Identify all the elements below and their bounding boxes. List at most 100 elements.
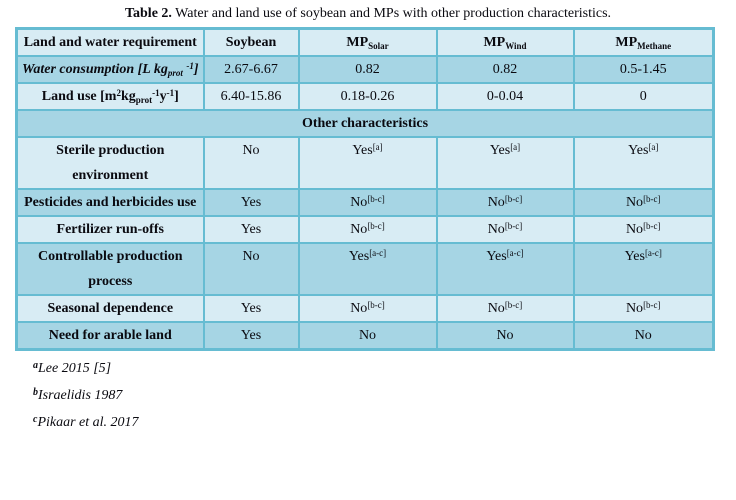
- row-label-cell: Water consumption [L kgprot -1]: [15, 55, 205, 84]
- sup-text: [a]: [510, 141, 521, 152]
- value-cell: 0-0.04: [435, 82, 575, 111]
- cell-text: Fertilizer run-offs: [56, 222, 164, 237]
- sup-text: [a]: [372, 141, 383, 152]
- value-cell: Yes: [202, 188, 300, 217]
- footnotes: aLee 2015 [5] bIsraelidis 1987 cPikaar et …: [33, 360, 736, 432]
- cell-text: MP: [483, 35, 506, 50]
- cell-text: No: [350, 301, 368, 316]
- cell-text: No: [487, 301, 505, 316]
- cell-text: Seasonal dependence: [47, 301, 174, 316]
- sup-text: [b-c]: [643, 220, 661, 231]
- value-cell: 0.82: [435, 55, 575, 84]
- value-cell: No[b-c]: [435, 215, 575, 244]
- sup-text: -1: [186, 60, 194, 71]
- value-cell: No[b-c]: [297, 188, 438, 217]
- cell-text: 0.82: [492, 62, 518, 77]
- table-caption-number: Table 2.: [124, 6, 172, 21]
- cell-text: No: [625, 195, 644, 210]
- table-row: Pesticides and herbicides use Yes No[b-c] N…: [15, 188, 715, 217]
- value-cell: Yes[a-c]: [572, 242, 715, 296]
- sup-text: [b-c]: [643, 299, 661, 310]
- cell-text: No: [350, 195, 368, 210]
- sup-text: [b-c]: [504, 193, 523, 204]
- footnote: cPikaar et al. 2017: [33, 414, 736, 432]
- row-label-cell: MPMethane: [572, 27, 715, 57]
- cell-text: Yes: [628, 143, 649, 158]
- footnote-marker: a: [33, 359, 38, 371]
- row-label-cell: Pesticides and herbicides use: [15, 188, 205, 217]
- value-cell: No: [435, 321, 575, 351]
- row-label-cell: MPWind: [435, 27, 575, 57]
- cell-text: No: [625, 301, 644, 316]
- cell-text: y: [159, 89, 167, 104]
- sup-text: [b-c]: [504, 299, 523, 310]
- cell-text: Yes: [352, 143, 373, 158]
- value-cell: No: [297, 321, 438, 351]
- cell-text: Soybean: [225, 35, 277, 50]
- table-caption-text: Water and land use of soybean and MPs wi…: [171, 6, 612, 21]
- cell-text: No: [487, 222, 505, 237]
- cell-text: No: [625, 222, 644, 237]
- row-label-cell: Other characteristics: [15, 109, 715, 138]
- row-label-cell: MPSolar: [297, 27, 438, 57]
- value-cell: Yes[a]: [435, 136, 575, 190]
- cell-text: Pesticides and herbicides use: [24, 195, 197, 210]
- cell-text: 0-0.04: [486, 89, 524, 104]
- value-cell: No[b-c]: [435, 294, 575, 323]
- cell-text: Water consumption [L kg: [21, 62, 168, 77]
- value-cell: No[b-c]: [572, 215, 715, 244]
- sup-text: 2: [116, 87, 121, 98]
- footnote: aLee 2015 [5]: [33, 360, 736, 378]
- value-cell: No: [202, 136, 300, 190]
- sup-text: -1: [166, 87, 175, 98]
- value-cell: No: [202, 242, 300, 296]
- sup-text: [b-c]: [504, 220, 523, 231]
- sub-text: prot: [167, 67, 183, 78]
- table-row: Seasonal dependence Yes No[b-c] No[b-c] No[b…: [15, 294, 715, 323]
- row-label-cell: Land use [m2kgprot-1y-1]: [15, 82, 205, 111]
- value-cell: No[b-c]: [297, 215, 438, 244]
- table-row: Need for arable land Yes No No No: [15, 321, 715, 351]
- cell-text: No: [358, 328, 377, 343]
- footnote-marker: b: [33, 386, 38, 398]
- sup-text: -1: [152, 87, 160, 98]
- table-row: Sterile production environment No Yes[a] Ye…: [15, 136, 715, 190]
- sup-text: [a]: [648, 141, 659, 152]
- sup-text: [b-c]: [367, 193, 385, 204]
- row-label-cell: Fertilizer run-offs: [15, 215, 205, 244]
- cell-text: Yes: [489, 143, 511, 158]
- cell-text: Yes: [624, 249, 645, 264]
- cell-text: 2.67-6.67: [224, 62, 278, 77]
- cell-text: No: [634, 328, 652, 343]
- table-row: Land and water requirement Soybean MPSolar…: [15, 27, 715, 57]
- table-row: Other characteristics: [15, 109, 715, 138]
- cell-text: 0.5-1.45: [619, 62, 667, 77]
- sub-text: prot: [135, 94, 153, 105]
- value-cell: No[b-c]: [572, 294, 715, 323]
- row-label-cell: Seasonal dependence: [15, 294, 205, 323]
- value-cell: Yes[a-c]: [435, 242, 575, 296]
- value-cell: 0.5-1.45: [572, 55, 715, 84]
- cell-text: 0.82: [355, 62, 380, 77]
- table-caption: Table 2. Water and land use of soybean a…: [0, 0, 736, 23]
- table-row: Land use [m2kgprot-1y-1] 6.40-15.86 0.18-0…: [15, 82, 715, 111]
- sup-text: [a-c]: [506, 247, 524, 258]
- footnote-text: Israelidis 1987: [38, 388, 123, 403]
- value-cell: 6.40-15.86: [202, 82, 300, 111]
- water-land-use-table: Land and water requirement Soybean MPSolar…: [15, 27, 715, 351]
- footnote-text: Pikaar et al. 2017: [37, 415, 139, 430]
- cell-text: Other characteristics: [301, 116, 429, 131]
- sub-text: Solar: [368, 40, 389, 51]
- cell-text: No: [496, 328, 514, 343]
- value-cell: 2.67-6.67: [202, 55, 300, 84]
- footnote-text: Lee 2015 [5]: [38, 361, 112, 376]
- cell-text: Yes: [348, 249, 370, 264]
- sup-text: [a-c]: [369, 247, 387, 258]
- cell-text: Yes: [240, 328, 262, 343]
- value-cell: Yes[a]: [297, 136, 438, 190]
- cell-text: Yes: [486, 249, 507, 264]
- cell-text: 0.18-0.26: [340, 89, 395, 104]
- footnote: bIsraelidis 1987: [33, 387, 736, 405]
- cell-text: 6.40-15.86: [220, 89, 282, 104]
- value-cell: Yes: [202, 215, 300, 244]
